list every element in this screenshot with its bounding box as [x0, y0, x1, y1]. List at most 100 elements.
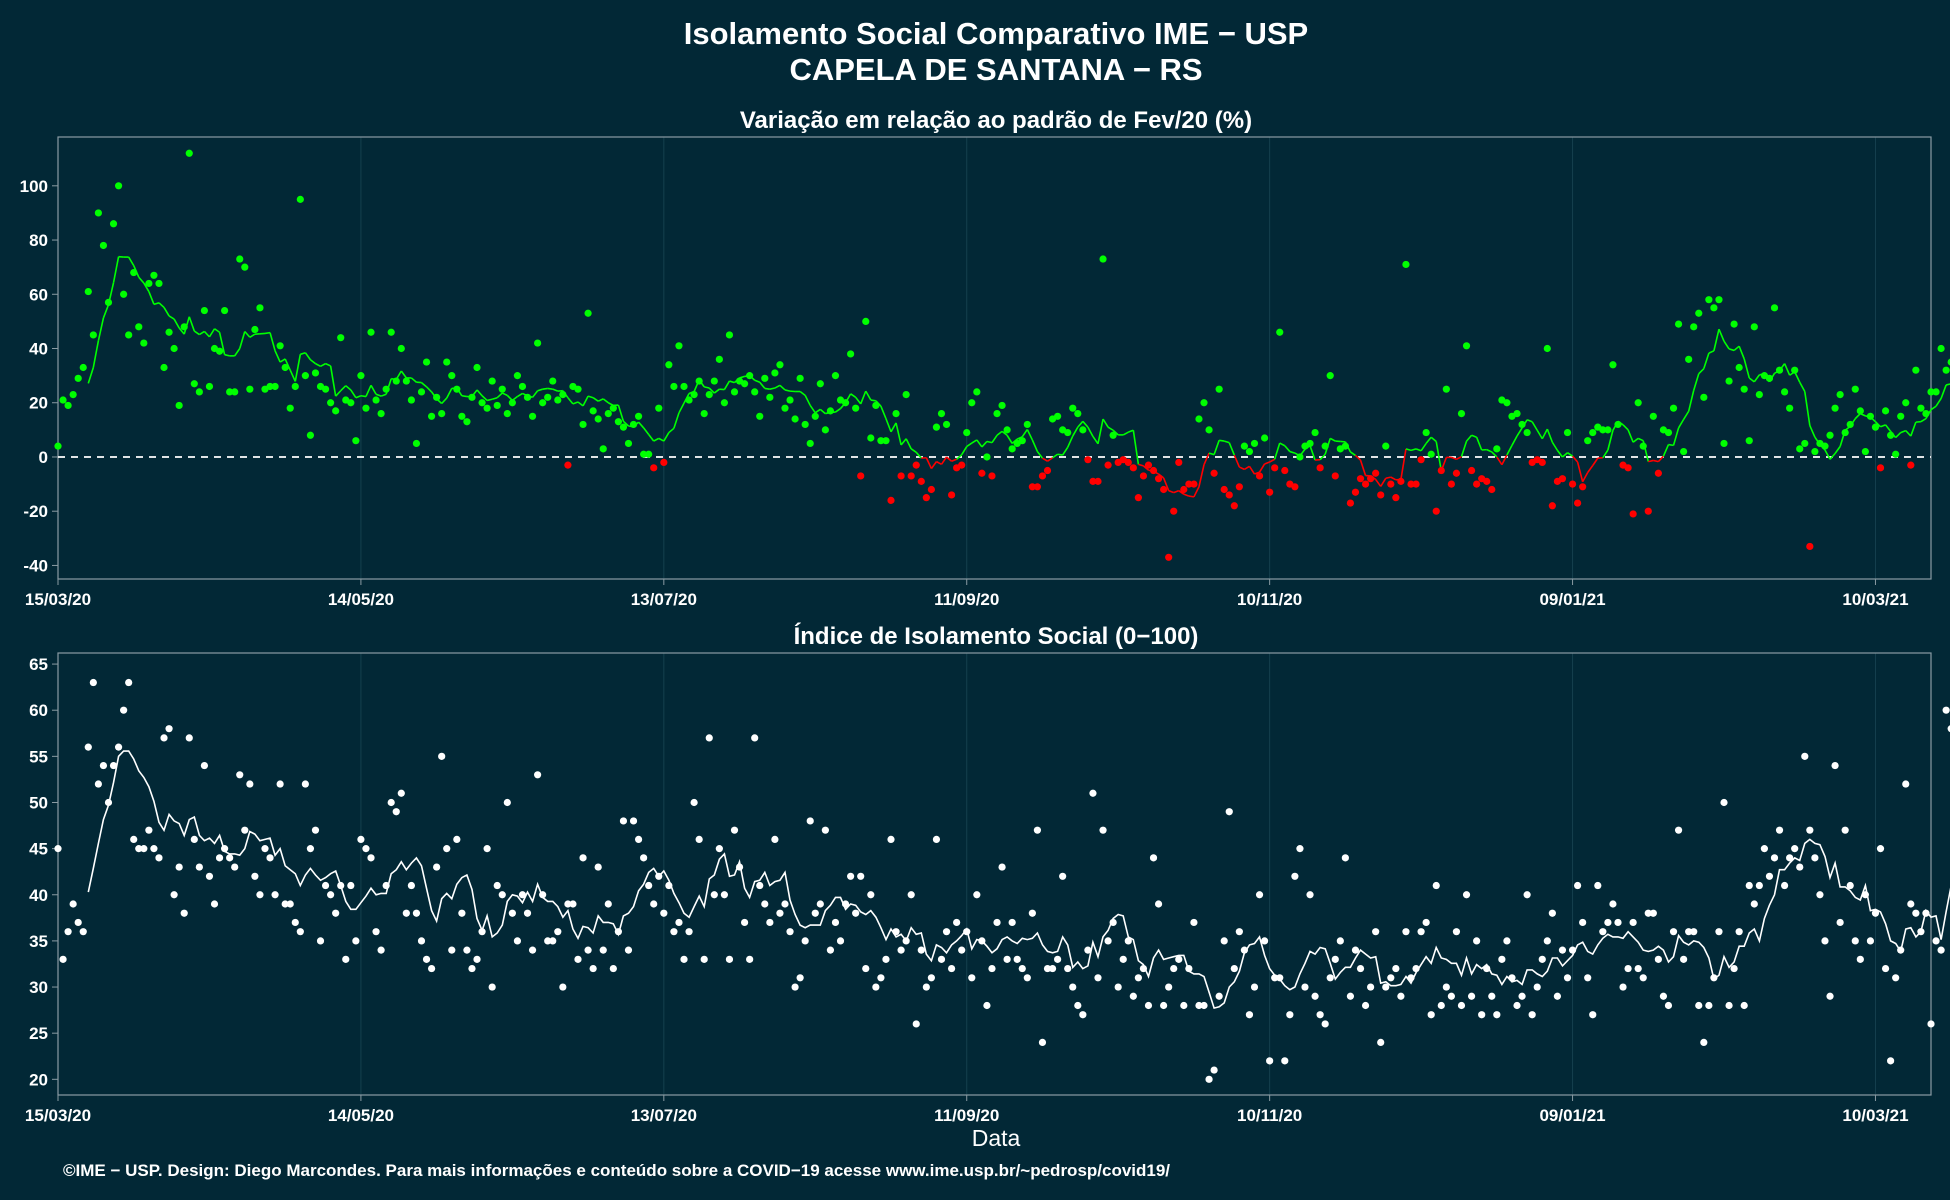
moving-average-segment: [198, 330, 205, 336]
data-point: [205, 382, 214, 391]
data-point: [74, 374, 82, 382]
data-point: [347, 881, 355, 890]
data-point: [316, 937, 325, 945]
data-point: [1018, 437, 1026, 445]
moving-average-segment: [304, 352, 312, 361]
data-point: [887, 496, 895, 504]
data-point: [1669, 404, 1678, 412]
x-tick-label: 10/03/21: [1842, 1106, 1908, 1125]
data-point: [1680, 447, 1688, 456]
data-point: [1260, 434, 1269, 442]
data-point: [1467, 992, 1476, 1000]
data-point: [1654, 469, 1662, 477]
x-tick-label: 11/09/20: [934, 590, 999, 609]
data-point: [180, 909, 188, 917]
data-point: [1271, 464, 1279, 472]
data-point: [422, 358, 431, 366]
data-point: [937, 409, 946, 418]
moving-average-segment: [668, 427, 675, 434]
data-point: [1008, 445, 1016, 453]
data-point: [1054, 955, 1062, 963]
data-point: [59, 396, 67, 404]
data-point: [1780, 881, 1789, 890]
moving-average-segment: [1486, 448, 1493, 453]
moving-average-segment: [234, 348, 241, 357]
data-point: [1215, 992, 1223, 1000]
data-point: [1144, 1001, 1153, 1010]
data-point: [730, 388, 739, 396]
moving-average-segment: [1087, 426, 1094, 437]
data-point: [690, 391, 698, 399]
data-point: [539, 399, 547, 407]
data-point: [402, 909, 410, 917]
data-point: [1932, 388, 1940, 396]
moving-average-segment: [1077, 420, 1084, 428]
chart-title-line2: CAPELA DE SANTANA − RS: [789, 52, 1202, 87]
moving-average-segment: [309, 359, 316, 365]
moving-average-segment: [1698, 368, 1705, 375]
data-point: [1568, 480, 1577, 488]
data-point: [1124, 458, 1132, 466]
data-point: [1579, 483, 1587, 491]
data-point: [776, 909, 784, 917]
data-point: [624, 439, 633, 448]
data-point: [221, 306, 229, 315]
data-point: [1644, 507, 1652, 515]
moving-average-segment: [673, 412, 680, 429]
moving-average-segment: [774, 384, 781, 389]
data-point: [614, 418, 622, 426]
data-point: [1331, 955, 1339, 963]
moving-average-segment: [572, 401, 579, 405]
moving-average-segment: [1183, 493, 1190, 497]
data-point: [357, 835, 365, 843]
data-point: [387, 328, 395, 336]
data-point: [1786, 854, 1794, 862]
y-tick-label: 55: [29, 747, 48, 766]
moving-average-segment: [537, 388, 543, 392]
data-point: [1745, 437, 1753, 445]
data-point: [988, 964, 996, 973]
y-tick-label: 40: [29, 340, 48, 359]
moving-average-segment: [143, 282, 150, 292]
data-point: [1064, 428, 1072, 437]
moving-average-segment: [991, 434, 998, 444]
data-point: [1821, 442, 1829, 450]
moving-average-segment: [622, 420, 630, 427]
data-point: [725, 955, 734, 963]
data-point: [1149, 854, 1158, 862]
data-point: [407, 881, 415, 890]
data-point: [1584, 437, 1592, 445]
x-tick-label: 13/07/20: [631, 1106, 697, 1125]
data-point: [1089, 789, 1097, 797]
moving-average-segment: [315, 362, 321, 368]
data-point: [160, 734, 168, 742]
data-point: [947, 964, 956, 973]
x-tick-label: 14/05/20: [328, 590, 394, 609]
data-point: [1614, 420, 1622, 429]
moving-average-segment: [329, 365, 337, 397]
data-point: [357, 372, 365, 380]
moving-average-segment: [1703, 352, 1710, 369]
y-tick-label: 45: [29, 840, 48, 859]
data-point: [942, 420, 951, 429]
data-point: [301, 372, 309, 380]
data-point: [1589, 1011, 1597, 1019]
data-point: [170, 891, 178, 899]
data-point: [175, 401, 183, 410]
data-point: [1119, 955, 1127, 963]
moving-average-segment: [188, 316, 196, 332]
data-point: [1392, 964, 1400, 973]
data-point: [1871, 423, 1880, 431]
data-point: [241, 826, 249, 834]
moving-average-segment: [1158, 473, 1165, 479]
moving-average-segment: [1945, 383, 1950, 386]
data-point: [1028, 909, 1036, 917]
data-point: [1361, 480, 1370, 488]
y-tick-label: 20: [29, 394, 48, 413]
data-point: [1594, 881, 1602, 890]
moving-average-segment: [855, 396, 862, 405]
data-point: [1775, 366, 1784, 374]
data-point: [1054, 412, 1062, 420]
data-point: [1306, 891, 1314, 899]
data-point: [645, 450, 653, 458]
